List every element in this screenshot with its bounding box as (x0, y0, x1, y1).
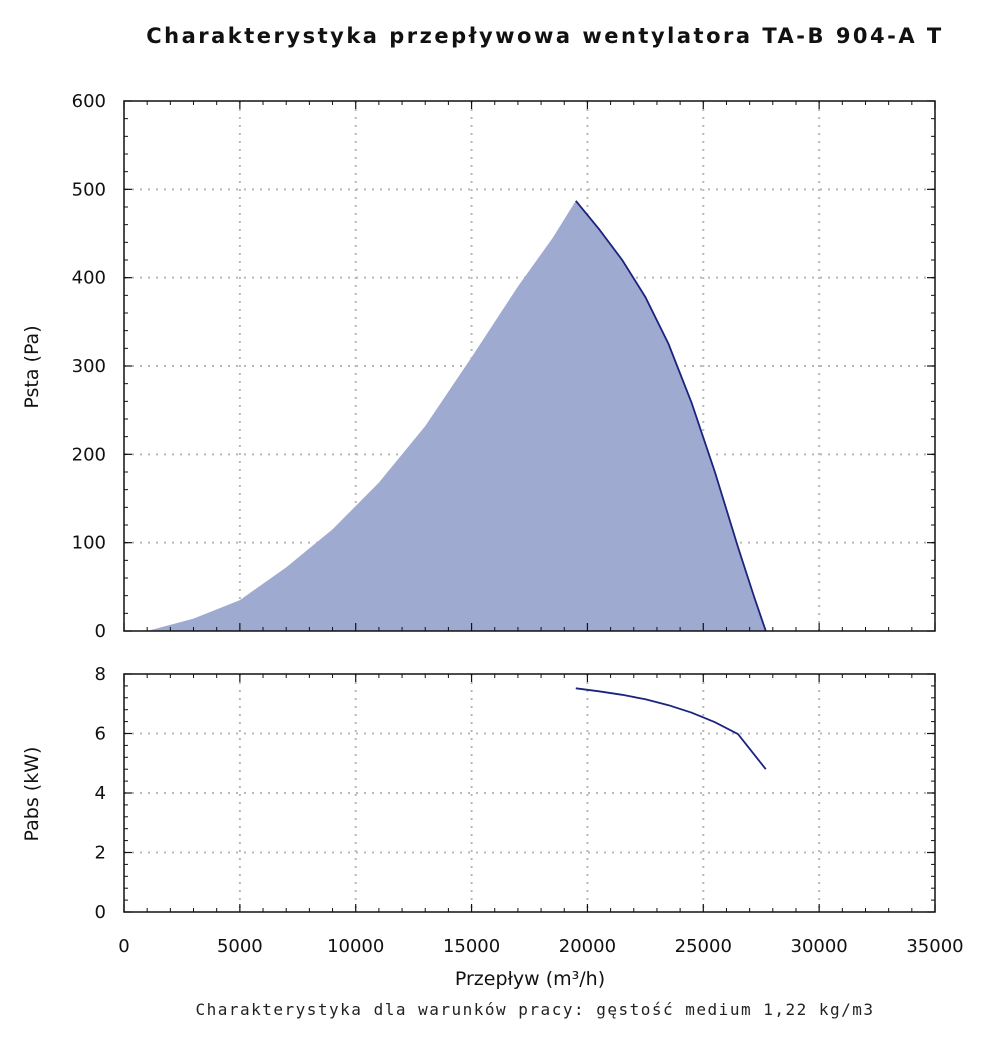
psta-plot-frame (123, 100, 936, 632)
psta-y-tick-label: 600 (72, 91, 106, 112)
chart-title: Charakterystyka przepływowa wentylatora … (146, 24, 944, 48)
x-tick-labels: 0 5000 10000 15000 20000 25000 30000 35000 (118, 936, 963, 957)
operating-conditions-note: Charakterystyka dla warunków pracy: gęst… (195, 1000, 875, 1019)
psta-plot-panel: 0 100 200 300 400 500 600 Psta (Pa) (21, 91, 936, 642)
pabs-grid (124, 674, 935, 912)
x-tick-label: 35000 (906, 936, 963, 957)
x-tick-label: 25000 (675, 936, 732, 957)
psta-y-tick-labels: 0 100 200 300 400 500 600 (72, 91, 106, 642)
pabs-y-axis-label: Pabs (kW) (21, 747, 43, 842)
pabs-y-tick-labels: 0 2 4 6 8 (95, 664, 106, 923)
psta-y-axis-label: Psta (Pa) (21, 325, 43, 408)
psta-y-tick-label: 300 (72, 356, 106, 377)
psta-y-tick-label: 400 (72, 268, 106, 289)
pabs-curve (575, 687, 767, 770)
x-tick-label: 20000 (559, 936, 616, 957)
pabs-y-tick-label: 0 (95, 902, 106, 923)
x-tick-label: 5000 (217, 936, 263, 957)
psta-curve (575, 200, 767, 632)
pabs-y-tick-label: 2 (95, 843, 106, 864)
pabs-y-tick-label: 8 (95, 664, 106, 685)
pabs-plot-frame (123, 673, 936, 913)
x-tick-label: 30000 (791, 936, 848, 957)
psta-y-tick-label: 100 (72, 533, 106, 554)
pabs-y-tick-label: 4 (95, 783, 106, 804)
psta-y-tick-label: 0 (95, 621, 106, 642)
pabs-plot-panel: 0 2 4 6 8 0 5000 10000 15000 20000 25000 30000 3500… (21, 664, 964, 990)
psta-operating-area (147, 200, 766, 632)
x-tick-label: 10000 (327, 936, 384, 957)
x-tick-label: 15000 (443, 936, 500, 957)
x-tick-label: 0 (118, 936, 129, 957)
pabs-y-tick-label: 6 (95, 724, 106, 745)
psta-y-tick-label: 200 (72, 444, 106, 465)
x-axis-label: Przepływ (m³/h) (455, 968, 605, 990)
psta-y-tick-label: 500 (72, 179, 106, 200)
